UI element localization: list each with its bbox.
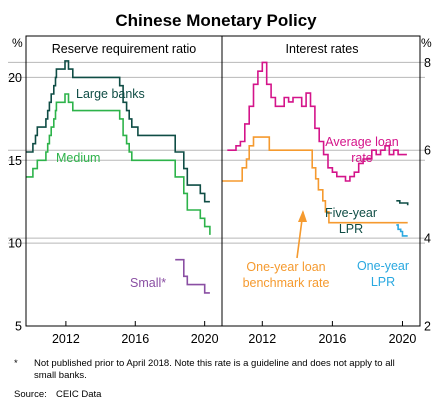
- series-label-small: Small*: [130, 276, 166, 290]
- left-unit-label: %: [12, 36, 23, 50]
- series-label-one-year-loan-benchmark-rate: One-year loan benchmark rate: [243, 260, 330, 290]
- right-panel-title: Interest rates: [286, 42, 359, 56]
- plot-border: [25, 35, 421, 327]
- series-line-small: [175, 258, 210, 294]
- annotation-arrow: [296, 210, 307, 259]
- series-line-one-year-lpr: [396, 224, 408, 237]
- x-tick-label: 2012: [248, 332, 276, 346]
- arrow-head: [298, 210, 307, 222]
- footnote-marker: *: [14, 358, 18, 369]
- y-tick-label: 4: [424, 232, 431, 246]
- chart-title: Chinese Monetary Policy: [115, 11, 317, 30]
- left-panel-title: Reserve requirement ratio: [52, 42, 197, 56]
- series-label-one-year-lpr: One-year LPR: [357, 259, 409, 289]
- series-label-average-loan-rate: Average loan rate: [325, 135, 398, 165]
- right-unit-label: %: [421, 36, 432, 50]
- series-labels: Large banks Medium Small* Average loan rate O…: [56, 87, 409, 290]
- y-tick-label: 6: [424, 144, 431, 158]
- series-line-medium: [26, 93, 211, 235]
- source-label: Source:: [14, 389, 47, 400]
- series-line-five-year-lpr: [396, 200, 409, 206]
- x-tick-label: 2016: [318, 332, 346, 346]
- series-label-medium: Medium: [56, 151, 100, 165]
- y-tick-label: 10: [8, 237, 22, 251]
- series-label-large-banks: Large banks: [76, 87, 145, 101]
- series-label-five-year-lpr: Five-year LPR: [325, 206, 377, 236]
- tick-labels: 5 10 15 20 2012 2016 2020 2 4 6 8 2012 2016 2020: [8, 56, 431, 346]
- series-lines: [26, 60, 409, 294]
- y-tick-label: 15: [8, 154, 22, 168]
- x-tick-label: 2020: [191, 332, 219, 346]
- series-line-large-banks: [26, 60, 210, 203]
- footnote-text: Not published prior to April 2018. Note …: [34, 358, 395, 381]
- source-line: Source: CEIC Data: [14, 389, 101, 400]
- x-tick-label: 2020: [389, 332, 417, 346]
- x-tick-label: 2016: [121, 332, 149, 346]
- x-tick-label: 2012: [52, 332, 80, 346]
- y-tick-label: 5: [15, 320, 22, 334]
- source-text: CEIC Data: [56, 389, 102, 400]
- series-line-average-loan-rate: [227, 61, 407, 182]
- series-line-one-year-loan-benchmark-rate: [222, 136, 408, 224]
- plot-frame: [25, 35, 421, 327]
- y-tick-label: 8: [424, 56, 431, 70]
- y-tick-label: 20: [8, 71, 22, 85]
- y-tick-label: 2: [424, 320, 431, 334]
